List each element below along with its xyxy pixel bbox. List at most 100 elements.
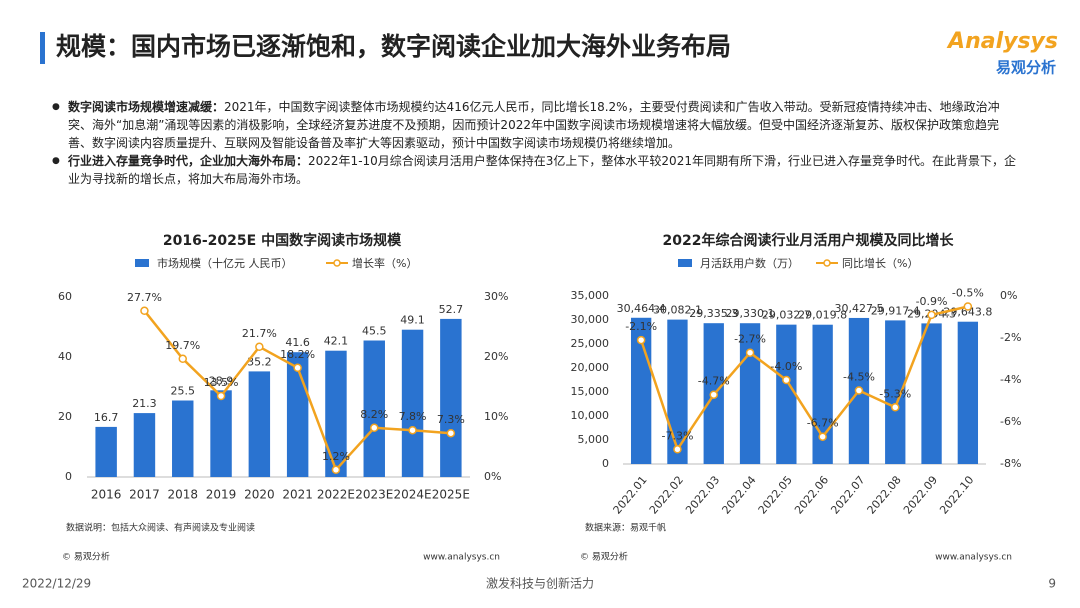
footer-page: 9 (1048, 577, 1056, 591)
line-value-label: -4.5% (843, 371, 875, 384)
legend-swatch (333, 259, 341, 267)
y-tick-label: 35,000 (571, 289, 610, 302)
line-marker (927, 310, 936, 320)
x-tick-label: 2021 (282, 488, 313, 502)
y-tick-label: 10,000 (571, 409, 610, 422)
legend-label: 同比增长（%） (842, 256, 918, 270)
x-tick-label: 2016 (91, 488, 122, 502)
line-marker (293, 363, 302, 373)
x-tick-label: 2022.02 (647, 474, 686, 517)
bar (210, 390, 232, 477)
line-marker (178, 354, 187, 364)
line-value-label: 1.2% (322, 450, 350, 463)
bar-value-label: 28.9 (209, 374, 234, 387)
line-value-label: 7.3% (437, 413, 465, 426)
legend-swatch (678, 259, 692, 267)
y-tick-label: 25,000 (571, 337, 610, 350)
line-value-label: 18.2% (280, 348, 315, 361)
bar (133, 413, 156, 477)
y2-tick-label: -8% (1000, 457, 1021, 470)
y2-tick-label: 0% (484, 470, 501, 483)
y-tick-label: 60 (58, 290, 72, 303)
line-marker (255, 342, 264, 352)
bar-value-label: 16.7 (94, 411, 119, 424)
bullet-bold: 行业进入存量竞争时代，企业加大海外布局： (68, 154, 309, 168)
y-tick-label: 0 (602, 457, 609, 470)
line-value-label: 13.5% (204, 376, 239, 389)
bar (95, 426, 117, 477)
line-value-label: -2.7% (734, 333, 766, 346)
y2-tick-label: 0% (1000, 289, 1017, 302)
y-tick-label: 20,000 (571, 361, 610, 374)
line-marker (216, 391, 226, 401)
x-tick-label: 2023E (355, 488, 393, 502)
bar (776, 324, 797, 464)
bar (325, 350, 347, 477)
x-tick-label: 2025E (432, 488, 470, 502)
legend-label: 市场规模（十亿元 人民币） (157, 256, 293, 270)
line-marker (891, 403, 900, 412)
bullet: 数字阅读市场规模增速减缓：2021年，中国数字阅读整体市场规模约达416亿元人民… (52, 98, 1020, 152)
chart-site: www.analysys.cn (935, 553, 1012, 563)
x-tick-label: 2022.07 (828, 474, 867, 517)
bar-value-label: 29,330.1 (726, 307, 775, 320)
bar-value-label: 30,082.1 (653, 304, 702, 317)
line-marker (408, 425, 417, 435)
bullet: 行业进入存量竞争时代，企业加大海外布局：2022年1-10月综合阅读月活用户整体… (52, 152, 1020, 188)
bar (172, 400, 194, 477)
chart-note: 数据说明：包括大众阅读、有声阅读及专业阅读 (66, 522, 255, 534)
legend-swatch (135, 259, 149, 267)
bullet-text: 2021年，中国数字阅读整体市场规模约达416亿元人民币，同比增长18.2%，主… (68, 100, 1000, 150)
chart-source: © 易观分析 (62, 551, 110, 563)
bar (812, 324, 833, 464)
legend-swatch (823, 259, 831, 267)
line-value-label: 19.7% (165, 339, 200, 352)
chart-title: 2022年综合阅读行业月活用户规模及同比增长 (663, 232, 955, 249)
line-value-label: 27.7% (127, 291, 162, 304)
bar-value-label: 45.5 (362, 325, 387, 338)
bar-value-label: 30,427.5 (834, 302, 883, 315)
line (639, 305, 969, 453)
x-tick-label: 2024E (393, 488, 431, 502)
line-value-label: -4.0% (770, 360, 802, 373)
x-tick-label: 2017 (129, 488, 160, 502)
chart-note: 数据来源：易观千帆 (585, 522, 666, 534)
line-value-label: -0.5% (952, 287, 984, 300)
bar (885, 320, 906, 464)
bar (248, 371, 271, 477)
line-marker (854, 386, 864, 395)
bar (667, 319, 688, 464)
x-tick-label: 2019 (206, 488, 237, 502)
line-marker (709, 390, 718, 399)
x-tick-label: 2022.04 (719, 474, 758, 517)
line-marker (446, 428, 456, 438)
bullet-text: 2022年1-10月综合阅读月活用户整体保持在3亿上下，整体水平较2021年同期… (68, 154, 1016, 186)
line-value-label: 7.8% (399, 410, 427, 423)
bar-value-label: 29,019.8 (798, 309, 847, 322)
bar-value-label: 52.7 (439, 303, 464, 316)
y-tick-label: 5,000 (578, 433, 610, 446)
line-marker (331, 465, 341, 475)
chart-site: www.analysys.cn (423, 553, 500, 563)
y2-tick-label: -2% (1000, 331, 1021, 344)
x-tick-label: 2022E (317, 488, 355, 502)
footer-slogan: 激发科技与创新活力 (486, 576, 594, 591)
y-tick-label: 40 (58, 350, 72, 363)
title-bar (40, 32, 45, 64)
line-marker (370, 423, 379, 433)
line-value-label: -0.9% (916, 295, 948, 308)
line-marker (140, 306, 149, 316)
bar-value-label: 21.3 (132, 397, 157, 410)
line-marker (818, 432, 827, 441)
line-marker (636, 335, 646, 345)
line-value-label: 21.7% (242, 327, 277, 340)
y-tick-label: 20 (58, 410, 72, 423)
line-value-label: -6.7% (807, 417, 839, 430)
x-tick-label: 2022.10 (937, 474, 976, 517)
x-tick-label: 2022.01 (611, 474, 650, 517)
chart-title: 2016-2025E 中国数字阅读市场规模 (163, 232, 402, 249)
y2-tick-label: 30% (484, 290, 508, 303)
line-value-label: -2.1% (625, 320, 657, 333)
